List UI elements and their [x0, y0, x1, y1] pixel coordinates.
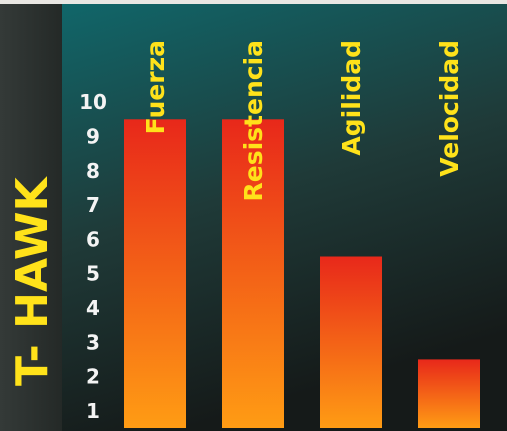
y-tick-label: 8 [86, 159, 100, 183]
category-label-resistencia: Resistencia [239, 40, 268, 202]
y-tick-label: 10 [79, 90, 107, 114]
y-tick-label: 4 [86, 296, 100, 320]
category-label-agilidad: Agilidad [337, 40, 366, 156]
title-sidebar [0, 0, 62, 431]
y-tick-label: 5 [86, 262, 100, 286]
bar-agilidad [320, 256, 382, 428]
y-tick-label: 2 [86, 365, 100, 389]
y-tick-label: 6 [86, 227, 100, 251]
category-labels: Fuerza Resistencia Agilidad Velocidad [141, 40, 464, 202]
y-tick-label: 1 [86, 399, 100, 423]
y-tick-label: 9 [86, 124, 100, 148]
bar-velocidad [418, 359, 480, 428]
bar-fuerza [124, 119, 186, 429]
y-tick-label: 3 [86, 330, 100, 354]
y-tick-label: 7 [86, 193, 100, 217]
chart-title: T- HAWK [7, 175, 58, 386]
bars-group [124, 119, 480, 429]
category-label-velocidad: Velocidad [435, 40, 464, 177]
y-axis-ticks: 1 2 3 4 5 6 7 8 9 10 [79, 90, 107, 423]
top-paper-edge [0, 0, 507, 4]
category-label-fuerza: Fuerza [141, 40, 170, 134]
bar-resistencia [222, 119, 284, 429]
